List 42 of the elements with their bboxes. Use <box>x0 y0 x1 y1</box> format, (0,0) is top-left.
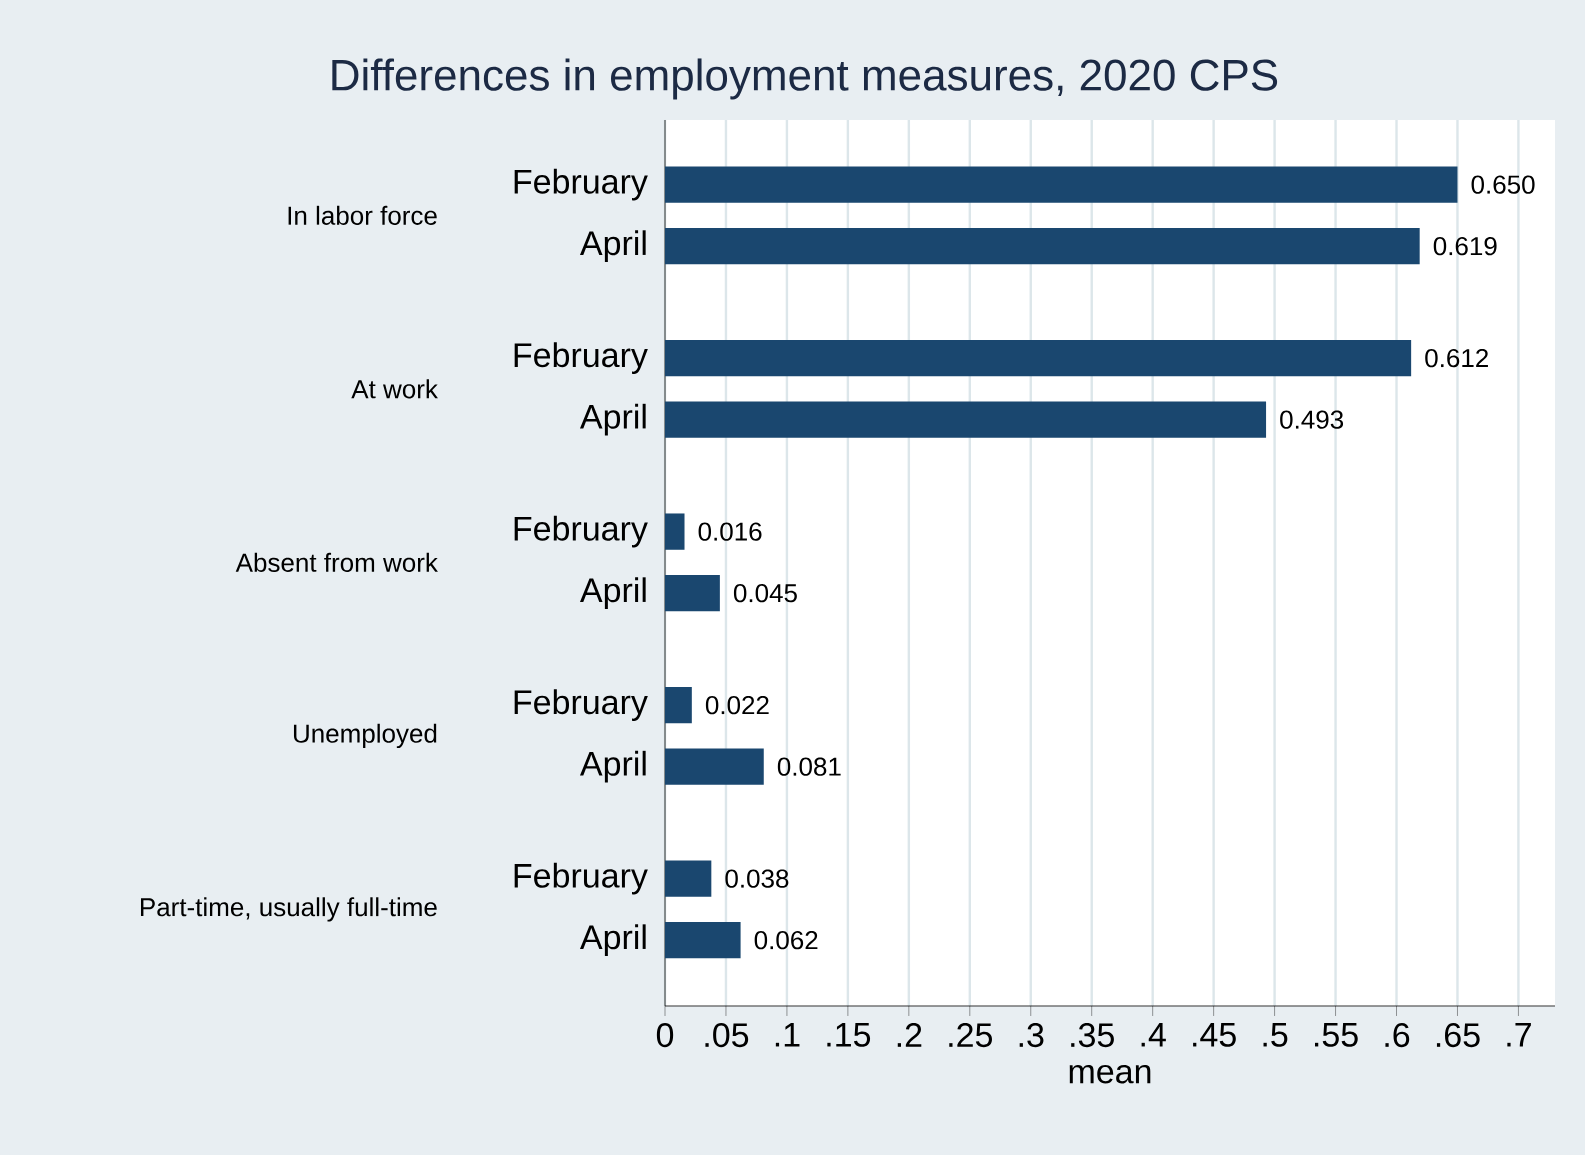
data-label: 0.619 <box>1433 236 1497 256</box>
x-tick-label: .55 <box>1315 1023 1358 1047</box>
text: Absent from work <box>235 552 438 572</box>
x-tick-label: .25 <box>949 1023 992 1048</box>
x-tick-label: 0 <box>656 1023 674 1048</box>
x-tick-label: .65 <box>1436 1023 1480 1048</box>
data-label: 0.045 <box>733 583 797 603</box>
y-tick-label: April <box>579 924 646 957</box>
y-tick-label: February <box>514 515 648 548</box>
text: Part-time, usually full-time <box>140 897 437 922</box>
text: In labor force <box>288 205 437 225</box>
x-tick-label: .45 <box>1193 1023 1236 1047</box>
data-label: 0.612 <box>1425 348 1488 368</box>
x-tick-label: .05 <box>705 1023 749 1048</box>
y-tick-label: February <box>514 342 648 374</box>
x-tick-label: .7 <box>1507 1023 1531 1047</box>
y-tick-label: April <box>579 403 646 436</box>
x-tick-label: .5 <box>1263 1023 1288 1047</box>
data-label: 0.493 <box>1280 410 1344 429</box>
y-tick-label: February <box>514 862 648 895</box>
x-tick-label: .1 <box>775 1023 800 1047</box>
data-label: 0.650 <box>1471 175 1535 194</box>
x-tick-label: .3 <box>1019 1023 1044 1048</box>
data-label: 0.081 <box>777 757 841 776</box>
y-tick-label: February <box>514 689 648 721</box>
x-axis-title: mean <box>1069 1064 1151 1084</box>
data-label: 0.022 <box>705 695 769 715</box>
text: Unemployed <box>293 723 437 749</box>
y-tick-label: April <box>579 750 646 783</box>
chart-title: Differences in employment measures, 2020 CPS <box>332 58 1278 100</box>
text: At work <box>351 379 438 399</box>
x-tick-label: .35 <box>1071 1023 1114 1048</box>
x-tick-label: .2 <box>897 1023 922 1047</box>
y-tick-label: April <box>579 577 646 609</box>
data-label: 0.038 <box>725 869 789 888</box>
x-tick-label: .15 <box>827 1023 871 1047</box>
data-label: 0.062 <box>754 930 818 950</box>
data-label: 0.016 <box>698 522 762 541</box>
x-tick-label: .6 <box>1385 1023 1410 1048</box>
x-tick-label: .4 <box>1141 1023 1166 1047</box>
y-tick-label: February <box>514 168 648 201</box>
y-tick-label: April <box>579 230 646 262</box>
